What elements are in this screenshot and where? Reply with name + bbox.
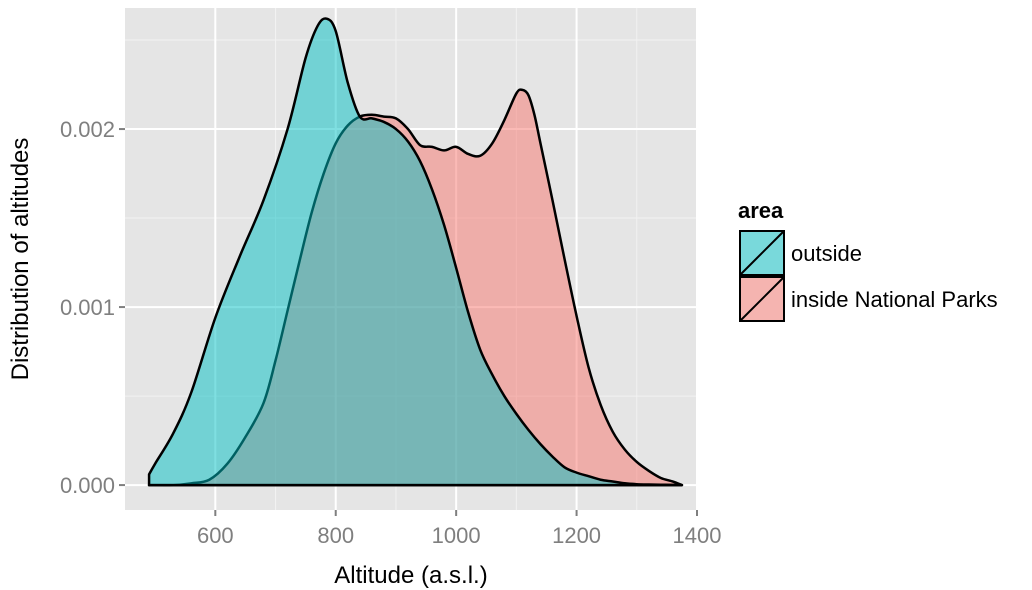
legend-label: inside National Parks xyxy=(791,287,998,312)
legend-label: outside xyxy=(791,241,862,266)
x-tick-label: 1000 xyxy=(432,523,481,548)
y-tick-label: 0.002 xyxy=(60,117,115,142)
legend-item-outside: outside xyxy=(739,230,862,276)
legend: area outside inside National Parks xyxy=(738,198,998,322)
legend-key-slash xyxy=(739,230,785,276)
y-axis: 0.000 0.001 0.002 xyxy=(60,117,125,498)
x-axis-title: Altitude (a.s.l.) xyxy=(334,562,487,589)
y-axis-title: Distribution of altitudes xyxy=(7,138,34,381)
x-tick-label: 1400 xyxy=(673,523,722,548)
x-axis: 600 800 1000 1200 1400 xyxy=(197,510,722,548)
y-tick-label: 0.001 xyxy=(60,295,115,320)
x-tick-label: 800 xyxy=(317,523,354,548)
legend-title: area xyxy=(738,198,784,223)
x-tick-label: 1200 xyxy=(552,523,601,548)
legend-key-slash xyxy=(739,276,785,322)
x-tick-label: 600 xyxy=(197,523,234,548)
density-series xyxy=(147,17,684,487)
legend-item-inside-national-parks: inside National Parks xyxy=(739,276,998,322)
density-area-outside xyxy=(147,17,684,487)
y-tick-label: 0.000 xyxy=(60,473,115,498)
